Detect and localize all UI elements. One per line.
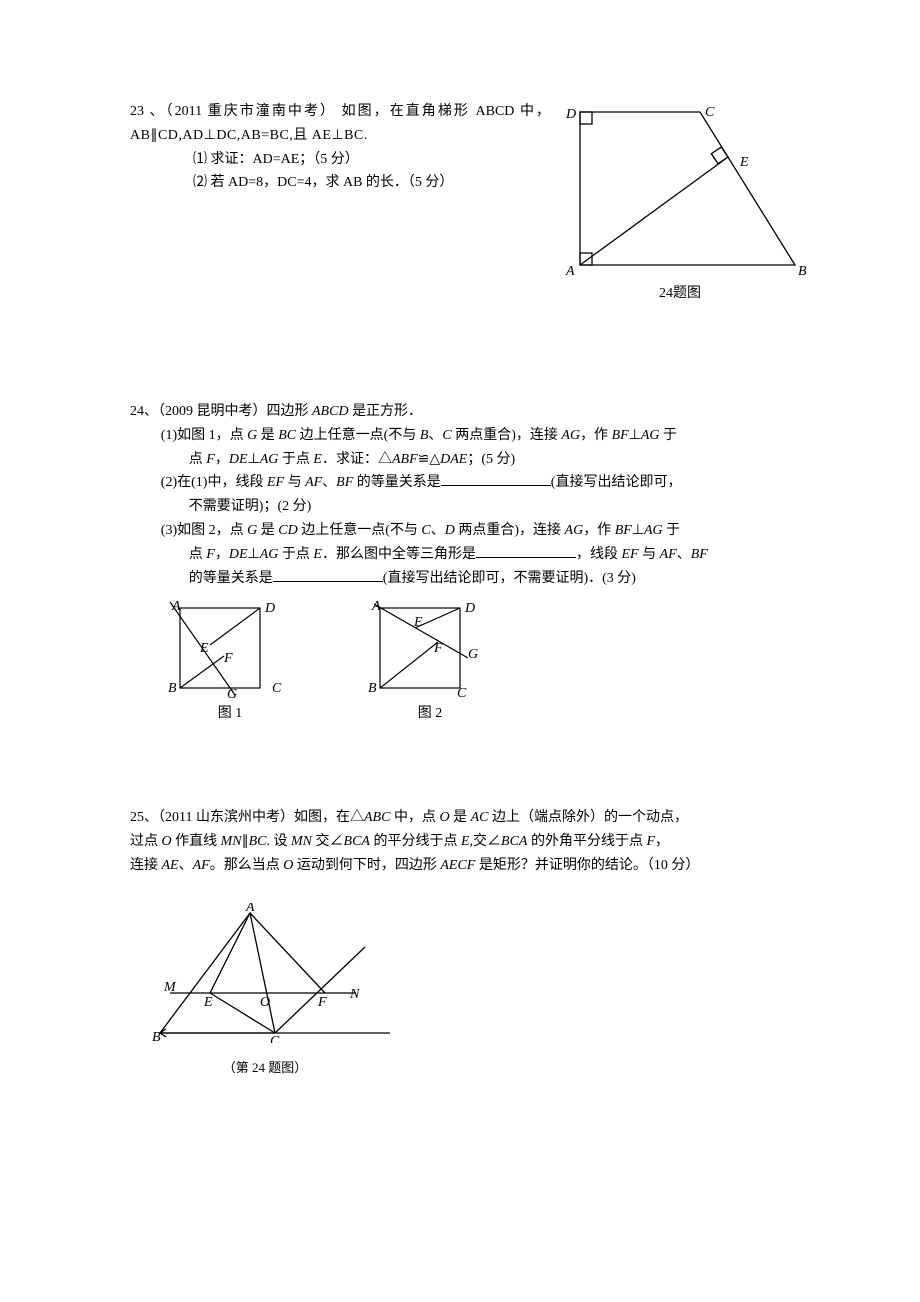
svg-text:O: O <box>260 995 270 1010</box>
q24-part3: (3)如图 2，点 G 是 CD 边上任意一点(不与 C、D 两点重合)，连接 … <box>161 519 790 543</box>
svg-text:B: B <box>798 264 807 279</box>
svg-text:A: A <box>565 264 575 279</box>
q24-part2-l2: 不需要证明)；(2 分) <box>130 495 790 519</box>
svg-text:B: B <box>368 681 377 696</box>
q23-text: 23 、（2011 重庆市潼南中考） 如图，在直角梯形 ABCD 中， AB∥C… <box>130 100 550 195</box>
svg-text:D: D <box>565 107 576 122</box>
svg-text:G: G <box>468 647 478 662</box>
q24-part1-l2: 点 F，DE⊥AG 于点 E．求证：△ABF≌△DAE；(5 分) <box>130 448 790 472</box>
svg-text:B: B <box>152 1030 161 1043</box>
q24-part1: (1)如图 1，点 G 是 BC 边上任意一点(不与 B、C 两点重合)，连接 … <box>161 424 790 448</box>
q23-line2: AB∥CD,AD⊥DC,AB=BC,且 AE⊥BC. <box>130 124 550 148</box>
problem-24: 24、（2009 昆明中考）四边形 ABCD 是正方形． (1)如图 1，点 G… <box>130 400 790 726</box>
figure-25: A B C M E O F N （第 24 题图） <box>140 903 790 1080</box>
svg-text:G: G <box>227 687 237 698</box>
svg-text:F: F <box>317 995 327 1010</box>
q24-part3-l2: 点 F，DE⊥AG 于点 E．那么图中全等三角形是，线段 EF 与 AF、BF <box>130 543 790 567</box>
q23-sub2: ⑵ 若 AD=8，DC=4，求 AB 的长．（5 分） <box>130 171 550 195</box>
svg-text:E: E <box>203 995 213 1010</box>
svg-text:E: E <box>199 641 209 656</box>
svg-text:A: A <box>245 903 255 915</box>
svg-text:M: M <box>163 980 177 995</box>
svg-text:D: D <box>264 601 275 616</box>
q24-part2: (2)在(1)中，线段 EF 与 AF、BF 的等量关系是(直接写出结论即可， <box>161 471 790 495</box>
q23-sub1: ⑴ 求证：AD=AE；（5 分） <box>130 148 550 172</box>
svg-text:C: C <box>705 105 715 120</box>
figure-23: D C E A B 24题图 <box>550 100 810 300</box>
svg-text:C: C <box>270 1034 280 1043</box>
problem-25: 25、（2011 山东滨州中考）如图，在△ABC 中，点 O 是 AC 边上（端… <box>130 806 790 1079</box>
svg-text:A: A <box>171 599 181 614</box>
trapezoid-svg: D C E A B <box>550 100 810 280</box>
svg-text:A: A <box>371 599 381 614</box>
q23-line1: 23 、（2011 重庆市潼南中考） 如图，在直角梯形 ABCD 中， <box>130 100 550 124</box>
svg-text:E: E <box>739 155 749 170</box>
svg-text:B: B <box>168 681 177 696</box>
svg-text:N: N <box>349 987 360 1002</box>
fig25-caption: （第 24 题图） <box>140 1057 390 1079</box>
blank-2 <box>476 543 576 558</box>
svg-text:D: D <box>464 601 475 616</box>
svg-text:C: C <box>272 681 282 696</box>
fig23-caption: 24题图 <box>550 282 810 306</box>
q25-line1: 25、（2011 山东滨州中考）如图，在△ABC 中，点 O 是 AC 边上（端… <box>130 806 790 830</box>
blank-1 <box>441 471 551 486</box>
q24-part3-l3: 的等量关系是(直接写出结论即可，不需要证明)．(3 分) <box>130 567 790 591</box>
svg-text:F: F <box>433 641 443 656</box>
blank-3 <box>273 567 383 582</box>
figures-24: A D B C E F G 图 1 A D B C <box>160 598 790 726</box>
q25-line2: 过点 O 作直线 MN∥BC. 设 MN 交∠BCA 的平分线于点 E,交∠BC… <box>130 830 790 854</box>
svg-text:C: C <box>457 686 467 698</box>
svg-text:F: F <box>223 651 233 666</box>
problem-23: 23 、（2011 重庆市潼南中考） 如图，在直角梯形 ABCD 中， AB∥C… <box>130 100 790 320</box>
svg-text:E: E <box>413 615 423 630</box>
figure-24-1: A D B C E F G 图 1 <box>160 598 300 726</box>
q24-head: 24、（2009 昆明中考）四边形 ABCD 是正方形． <box>130 400 790 424</box>
q25-line3: 连接 AE、AF。那么当点 O 运动到何下时，四边形 AECF 是矩形？并证明你… <box>130 854 790 878</box>
figure-24-2: A D B C E F G 图 2 <box>360 598 500 726</box>
